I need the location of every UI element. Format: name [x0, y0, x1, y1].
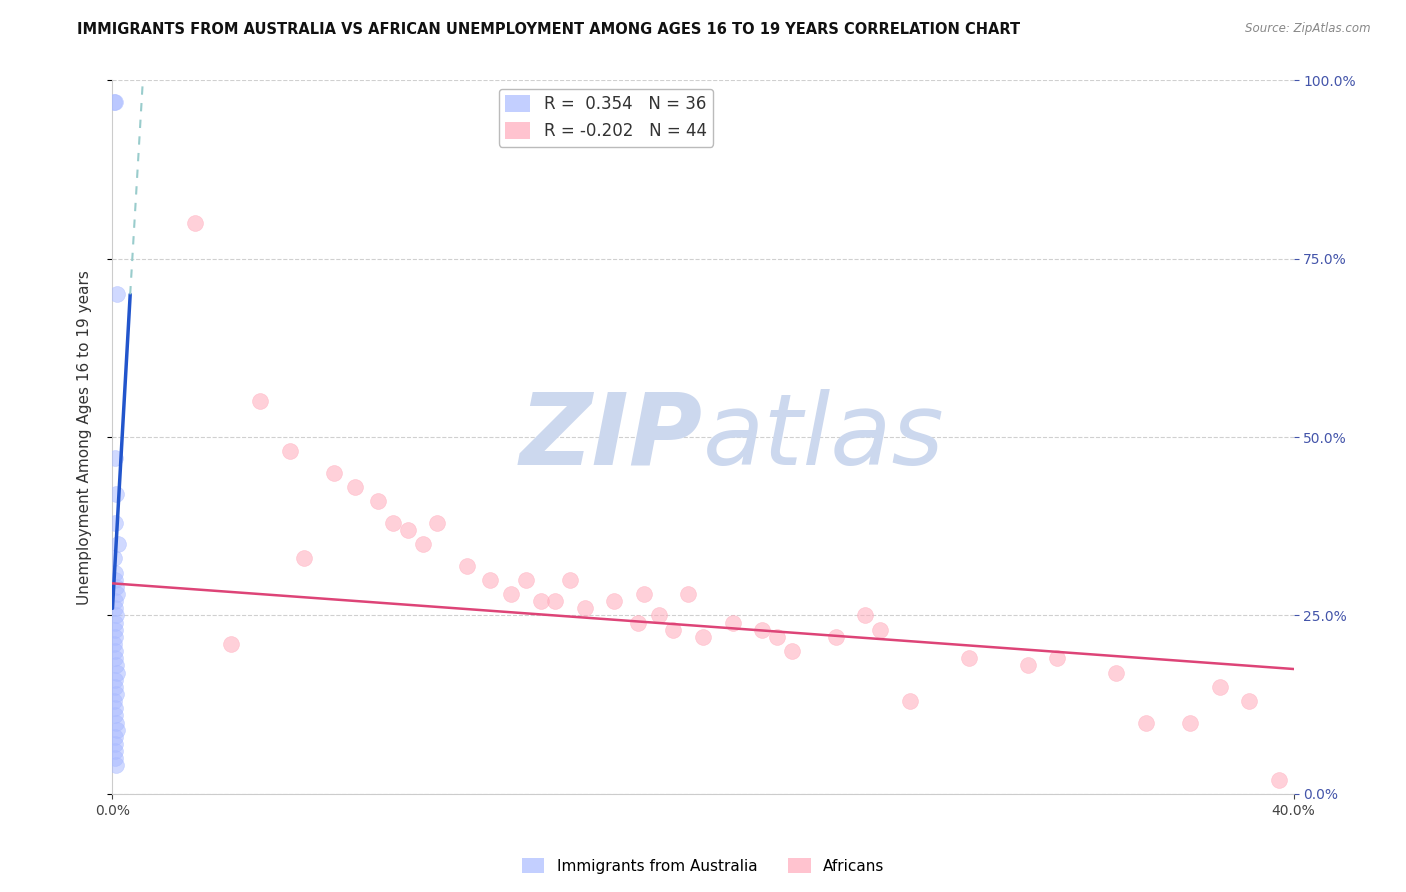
Legend: Immigrants from Australia, Africans: Immigrants from Australia, Africans: [516, 852, 890, 880]
Point: [104, 516, 127, 530]
Point: [105, 487, 128, 501]
Point: [184, 216, 207, 230]
Point: [957, 651, 980, 665]
Point: [898, 694, 921, 708]
Point: [105, 580, 128, 594]
Point: [1178, 715, 1201, 730]
Point: [105, 287, 128, 301]
Point: [647, 608, 671, 623]
Point: [104, 680, 127, 694]
Point: [104, 744, 127, 758]
Point: [1208, 680, 1232, 694]
Point: [721, 615, 744, 630]
Point: [104, 751, 127, 765]
Point: [456, 558, 478, 573]
Point: [104, 708, 127, 723]
Point: [1268, 772, 1291, 787]
Point: [855, 608, 877, 623]
Point: [103, 637, 125, 651]
Text: Source: ZipAtlas.com: Source: ZipAtlas.com: [1246, 22, 1371, 36]
Point: [1239, 694, 1261, 708]
Point: [105, 723, 128, 737]
Point: [662, 623, 685, 637]
Point: [104, 623, 127, 637]
Point: [343, 480, 366, 494]
Text: IMMIGRANTS FROM AUSTRALIA VS AFRICAN UNEMPLOYMENT AMONG AGES 16 TO 19 YEARS CORR: IMMIGRANTS FROM AUSTRALIA VS AFRICAN UNE…: [77, 22, 1021, 37]
Point: [249, 394, 271, 409]
Point: [103, 95, 125, 109]
Point: [104, 630, 127, 644]
Point: [104, 673, 127, 687]
Point: [104, 730, 127, 744]
Point: [1135, 715, 1157, 730]
Point: [104, 573, 127, 587]
Point: [105, 687, 128, 701]
Point: [627, 615, 650, 630]
Point: [104, 701, 127, 715]
Point: [678, 587, 700, 601]
Point: [479, 573, 502, 587]
Point: [574, 601, 596, 615]
Point: [382, 516, 405, 530]
Point: [501, 587, 523, 601]
Point: [104, 601, 127, 615]
Point: [1046, 651, 1069, 665]
Point: [278, 444, 301, 458]
Point: [869, 623, 891, 637]
Point: [104, 737, 127, 751]
Point: [692, 630, 714, 644]
Point: [104, 95, 127, 109]
Point: [633, 587, 655, 601]
Point: [396, 523, 419, 537]
Point: [367, 494, 389, 508]
Point: [104, 615, 127, 630]
Point: [751, 623, 773, 637]
Point: [219, 637, 242, 651]
Point: [104, 566, 127, 580]
Point: [323, 466, 346, 480]
Point: [766, 630, 789, 644]
Y-axis label: Unemployment Among Ages 16 to 19 years: Unemployment Among Ages 16 to 19 years: [77, 269, 91, 605]
Point: [104, 594, 127, 608]
Point: [515, 573, 537, 587]
Point: [558, 573, 582, 587]
Point: [105, 608, 128, 623]
Point: [103, 694, 125, 708]
Text: ZIP: ZIP: [520, 389, 703, 485]
Point: [107, 537, 129, 551]
Point: [529, 594, 551, 608]
Point: [426, 516, 449, 530]
Point: [105, 665, 128, 680]
Point: [105, 758, 128, 772]
Point: [104, 644, 127, 658]
Point: [104, 451, 127, 466]
Point: [1105, 665, 1128, 680]
Point: [105, 658, 128, 673]
Point: [603, 594, 626, 608]
Point: [292, 551, 315, 566]
Point: [105, 715, 128, 730]
Point: [544, 594, 567, 608]
Point: [103, 551, 125, 566]
Point: [1017, 658, 1039, 673]
Point: [411, 537, 433, 551]
Point: [105, 587, 128, 601]
Point: [104, 651, 127, 665]
Point: [780, 644, 803, 658]
Point: [824, 630, 846, 644]
Text: atlas: atlas: [703, 389, 945, 485]
